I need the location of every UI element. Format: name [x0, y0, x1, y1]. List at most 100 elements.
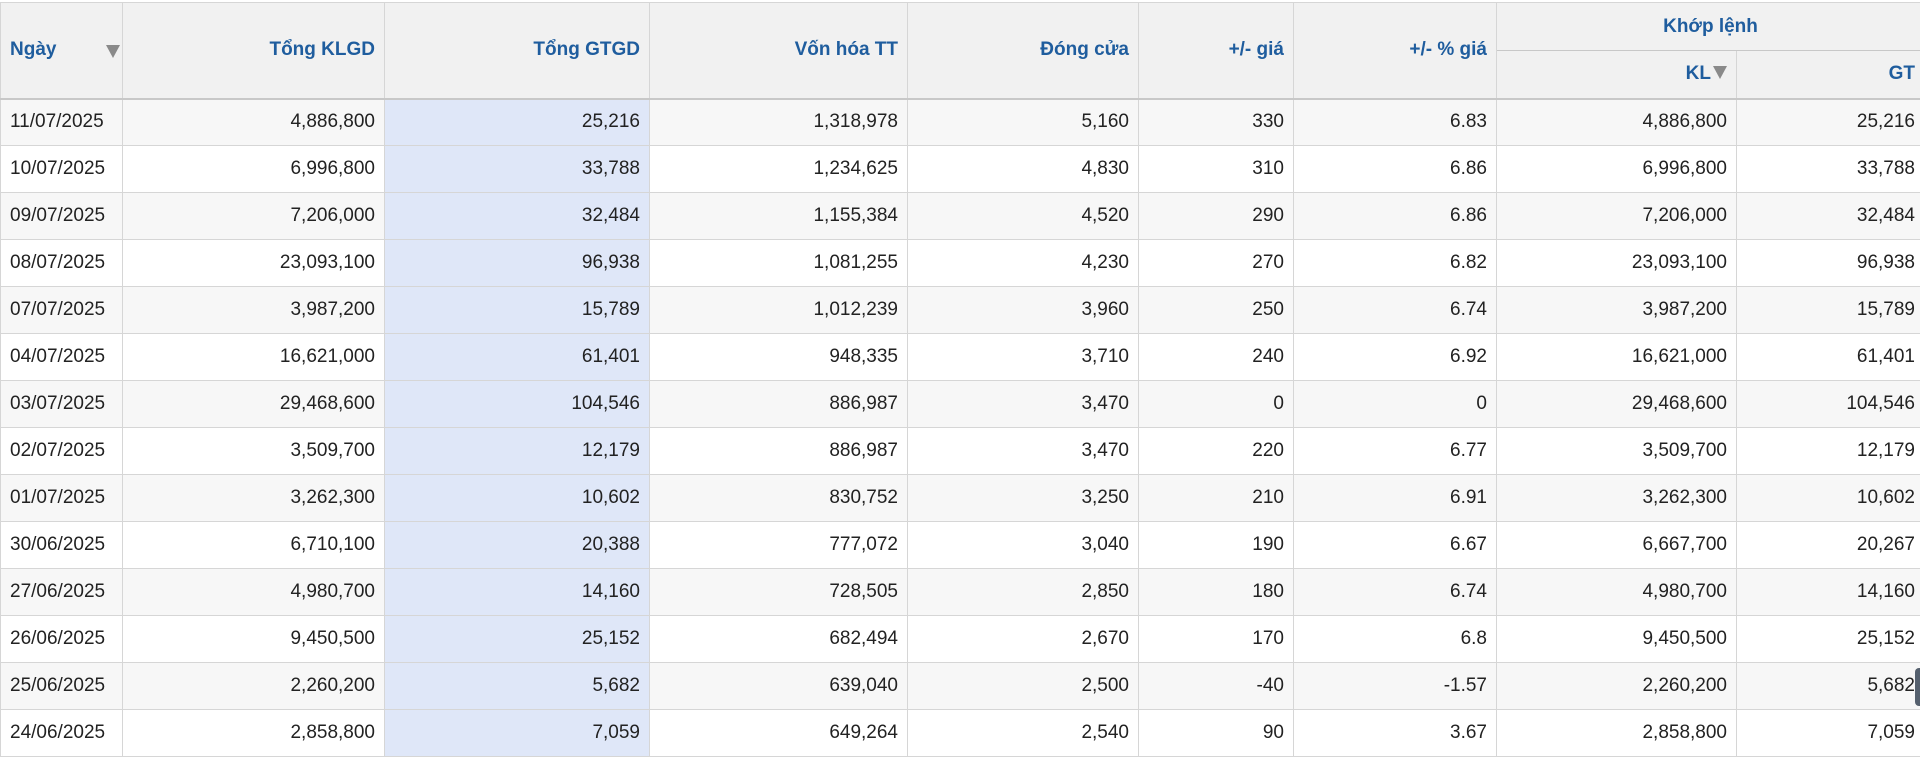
table-row[interactable]: 27/06/2025 4,980,700 14,160 728,505 2,850 180… [0, 568, 1920, 616]
cell-kl: 9,450,500 [1496, 615, 1737, 663]
table-header: Ngày Tổng KLGD Tổng GTGD Vốn hóa TT Đóng… [0, 2, 1920, 100]
cell-von-hoa: 649,264 [649, 709, 908, 757]
cell-von-hoa: 1,234,625 [649, 145, 908, 193]
cell-tong-gtgd: 32,484 [384, 192, 650, 240]
cell-kl: 23,093,100 [1496, 239, 1737, 287]
cell-tong-gtgd: 104,546 [384, 380, 650, 428]
table-row[interactable]: 03/07/2025 29,468,600 104,546 886,987 3,470 0… [0, 380, 1920, 428]
cell-gt: 25,152 [1736, 615, 1920, 663]
cell-change: 270 [1138, 239, 1294, 287]
header-date-label: Ngày [10, 39, 57, 61]
cell-von-hoa: 1,318,978 [649, 98, 908, 146]
header-row-bottom: KL GT [1, 50, 1920, 100]
cell-change: 210 [1138, 474, 1294, 522]
cell-tong-gtgd: 33,788 [384, 145, 650, 193]
cell-tong-klgd: 4,980,700 [122, 568, 385, 616]
header-change[interactable]: +/- giá [1138, 2, 1294, 100]
cell-change-pct: 6.74 [1293, 286, 1497, 334]
cell-change-pct: 6.8 [1293, 615, 1497, 663]
header-date[interactable]: Ngày [0, 2, 123, 100]
cell-date: 01/07/2025 [0, 474, 123, 522]
scrollbar-thumb[interactable] [1915, 668, 1920, 706]
table-row[interactable]: 25/06/2025 2,260,200 5,682 639,040 2,500 -40-… [0, 662, 1920, 710]
cell-tong-klgd: 3,509,700 [122, 427, 385, 475]
table-row[interactable]: 11/07/2025 4,886,800 25,216 1,318,978 5,160 3… [0, 98, 1920, 146]
cell-dong-cua: 5,160 [907, 98, 1139, 146]
table-row[interactable]: 09/07/2025 7,206,000 32,484 1,155,384 4,520 2… [0, 192, 1920, 240]
cell-tong-klgd: 9,450,500 [122, 615, 385, 663]
cell-change: 220 [1138, 427, 1294, 475]
cell-change: 90 [1138, 709, 1294, 757]
cell-tong-klgd: 29,468,600 [122, 380, 385, 428]
sort-down-icon[interactable] [1713, 65, 1727, 79]
cell-change: 310 [1138, 145, 1294, 193]
cell-date: 24/06/2025 [0, 709, 123, 757]
cell-dong-cua: 3,040 [907, 521, 1139, 569]
cell-gt: 96,938 [1736, 239, 1920, 287]
cell-date: 11/07/2025 [0, 98, 123, 146]
cell-tong-gtgd: 14,160 [384, 568, 650, 616]
cell-date: 27/06/2025 [0, 568, 123, 616]
cell-tong-klgd: 4,886,800 [122, 98, 385, 146]
cell-kl: 4,980,700 [1496, 568, 1737, 616]
table-row[interactable]: 24/06/2025 2,858,800 7,059 649,264 2,540 90 3.… [0, 709, 1920, 757]
cell-tong-klgd: 2,260,200 [122, 662, 385, 710]
cell-kl: 2,260,200 [1496, 662, 1737, 710]
cell-dong-cua: 3,710 [907, 333, 1139, 381]
header-group-khop-lenh: Khớp lệnh [1496, 2, 1920, 51]
cell-date: 10/07/2025 [0, 145, 123, 193]
cell-tong-gtgd: 5,682 [384, 662, 650, 710]
sort-down-icon[interactable] [106, 45, 120, 58]
cell-change: 0 [1138, 380, 1294, 428]
cell-change: 330 [1138, 98, 1294, 146]
header-row-top: Ngày Tổng KLGD Tổng GTGD Vốn hóa TT Đóng… [0, 2, 1920, 100]
table-row[interactable]: 01/07/2025 3,262,300 10,602 830,752 3,250 210… [0, 474, 1920, 522]
cell-von-hoa: 1,012,239 [649, 286, 908, 334]
cell-tong-gtgd: 96,938 [384, 239, 650, 287]
cell-dong-cua: 2,850 [907, 568, 1139, 616]
table-row[interactable]: 30/06/2025 6,710,100 20,388 777,072 3,040 190… [0, 521, 1920, 569]
cell-change-pct: 3.67 [1293, 709, 1497, 757]
header-gt[interactable]: GT [1736, 50, 1920, 100]
cell-tong-gtgd: 7,059 [384, 709, 650, 757]
cell-change-pct: 6.83 [1293, 98, 1497, 146]
cell-von-hoa: 777,072 [649, 521, 908, 569]
header-von-hoa[interactable]: Vốn hóa TT [649, 2, 908, 100]
cell-von-hoa: 682,494 [649, 615, 908, 663]
cell-tong-gtgd: 20,388 [384, 521, 650, 569]
cell-dong-cua: 2,540 [907, 709, 1139, 757]
cell-tong-gtgd: 10,602 [384, 474, 650, 522]
cell-change: 170 [1138, 615, 1294, 663]
table-row[interactable]: 02/07/2025 3,509,700 12,179 886,987 3,470 220… [0, 427, 1920, 475]
cell-dong-cua: 4,230 [907, 239, 1139, 287]
cell-kl: 29,468,600 [1496, 380, 1737, 428]
cell-dong-cua: 2,500 [907, 662, 1139, 710]
cell-kl: 6,996,800 [1496, 145, 1737, 193]
table-row[interactable]: 08/07/2025 23,093,100 96,938 1,081,255 4,230… [0, 239, 1920, 287]
cell-gt: 10,602 [1736, 474, 1920, 522]
header-tong-gtgd[interactable]: Tổng GTGD [384, 2, 650, 100]
header-kl[interactable]: KL [1496, 50, 1737, 100]
header-kl-label: KL [1685, 63, 1711, 85]
cell-von-hoa: 639,040 [649, 662, 908, 710]
table-row[interactable]: 04/07/2025 16,621,000 61,401 948,335 3,710 24… [0, 333, 1920, 381]
table-row[interactable]: 07/07/2025 3,987,200 15,789 1,012,239 3,960 2… [0, 286, 1920, 334]
cell-dong-cua: 2,670 [907, 615, 1139, 663]
header-dong-cua[interactable]: Đóng cửa [907, 2, 1139, 100]
cell-change: 250 [1138, 286, 1294, 334]
cell-change: 180 [1138, 568, 1294, 616]
header-change-pct[interactable]: +/- % giá [1293, 2, 1497, 100]
cell-change: 290 [1138, 192, 1294, 240]
cell-change-pct: 6.67 [1293, 521, 1497, 569]
table-row[interactable]: 26/06/2025 9,450,500 25,152 682,494 2,670 170… [0, 615, 1920, 663]
cell-change: 240 [1138, 333, 1294, 381]
table-row[interactable]: 10/07/2025 6,996,800 33,788 1,234,625 4,830 3… [0, 145, 1920, 193]
cell-tong-klgd: 7,206,000 [122, 192, 385, 240]
cell-dong-cua: 3,470 [907, 380, 1139, 428]
header-tong-klgd[interactable]: Tổng KLGD [122, 2, 385, 100]
cell-date: 04/07/2025 [0, 333, 123, 381]
cell-kl: 4,886,800 [1496, 98, 1737, 146]
cell-von-hoa: 886,987 [649, 380, 908, 428]
cell-tong-klgd: 6,710,100 [122, 521, 385, 569]
